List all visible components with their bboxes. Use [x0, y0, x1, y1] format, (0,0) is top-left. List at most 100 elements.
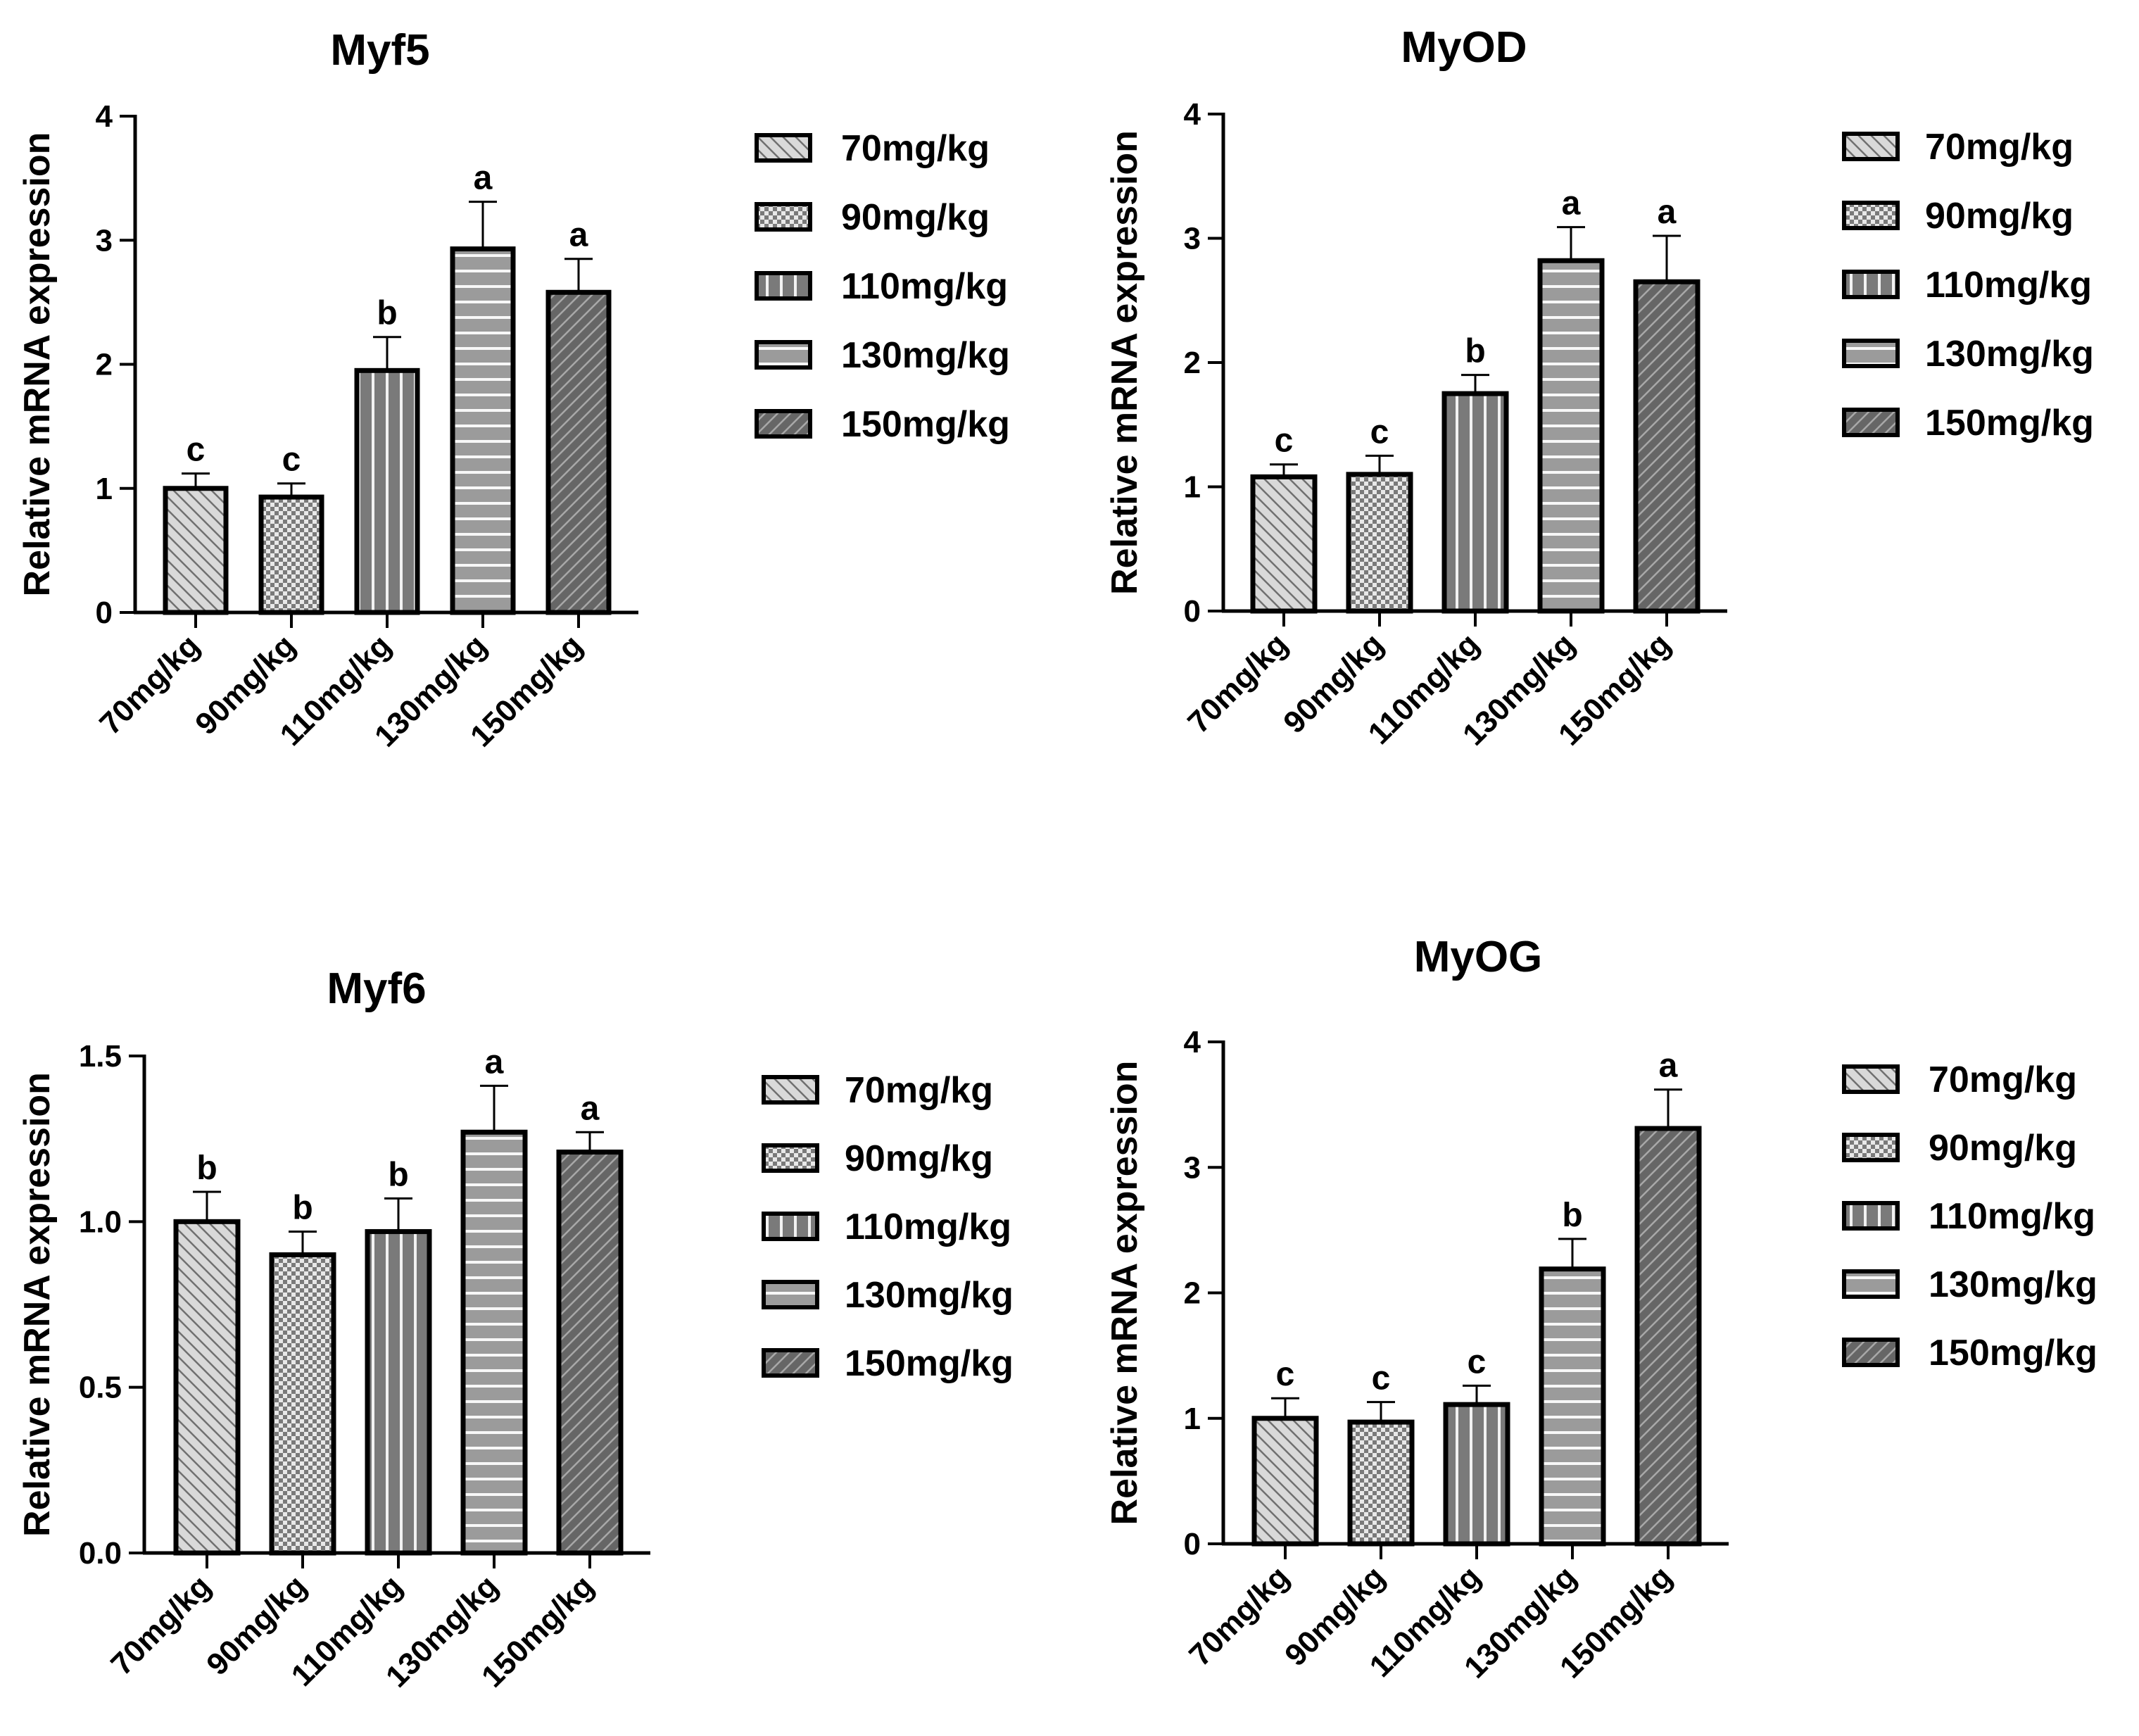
legend-label: 130mg/kg [841, 335, 1010, 376]
legend-label: 90mg/kg [841, 197, 990, 238]
bar-150mg/kg [545, 289, 612, 615]
legend-label: 130mg/kg [845, 1275, 1014, 1316]
chart-title: Myf5 [330, 26, 429, 75]
bar-90mg/kg [258, 494, 324, 615]
chart-title: MyOD [1401, 23, 1527, 72]
significance-label: b [1465, 333, 1485, 370]
x-tick-label: 70mg/kg [93, 628, 206, 741]
significance-label: a [569, 217, 588, 254]
y-tick-label: 0 [96, 596, 113, 630]
legend-label: 70mg/kg [845, 1070, 993, 1111]
significance-label: c [1276, 1356, 1295, 1393]
significance-label: a [581, 1090, 600, 1127]
y-tick-label: 4 [96, 99, 113, 134]
y-tick-label: 1 [1184, 1402, 1201, 1436]
legend-label: 150mg/kg [841, 404, 1010, 445]
legend-label: 70mg/kg [841, 128, 990, 169]
significance-label: a [485, 1043, 504, 1081]
significance-label: c [1468, 1343, 1487, 1380]
legend-swatch [1842, 1133, 1900, 1162]
legend-swatch [762, 1280, 819, 1309]
legend-label: 130mg/kg [1929, 1264, 2097, 1305]
y-tick-label: 1 [1184, 470, 1201, 505]
y-tick-label: 3 [96, 223, 113, 258]
legend-swatch [1842, 339, 1900, 368]
y-axis-label: Relative mRNA expression [1104, 130, 1145, 595]
legend-label: 150mg/kg [1925, 403, 2094, 444]
significance-label: c [187, 432, 206, 469]
legend-swatch [1842, 270, 1900, 299]
legend-label: 90mg/kg [845, 1138, 993, 1179]
significance-label: c [1372, 1360, 1391, 1397]
significance-label: b [388, 1156, 408, 1193]
significance-label: a [1659, 1048, 1678, 1085]
y-tick-label: 2 [1184, 1276, 1201, 1311]
y-tick-label: 1 [96, 472, 113, 506]
bar-130mg/kg [1537, 258, 1605, 614]
chart-title: Myf6 [327, 964, 426, 1013]
y-tick-label: 3 [1184, 1150, 1201, 1185]
y-tick-label: 0.5 [79, 1371, 122, 1405]
significance-label: b [292, 1189, 313, 1226]
legend-label: 70mg/kg [1925, 127, 2074, 168]
bar-150mg/kg [1634, 1126, 1702, 1547]
chart-title: MyOG [1414, 933, 1543, 981]
legend-label: 90mg/kg [1929, 1128, 2077, 1169]
bar-130mg/kg [1539, 1266, 1606, 1547]
significance-label: a [474, 160, 493, 197]
bar-70mg/kg [1250, 474, 1318, 614]
bar-110mg/kg [1441, 391, 1509, 614]
y-axis-label: Relative mRNA expression [1104, 1061, 1145, 1526]
legend-label: 110mg/kg [845, 1207, 1011, 1247]
significance-label: b [377, 295, 397, 332]
legend-swatch [1842, 201, 1900, 230]
significance-label: b [196, 1150, 217, 1187]
chart-panel-3: Myf6 Relative mRNA expression 0.0 0.5 1.0 1.5… [17, 964, 1014, 1694]
y-tick-label: 1.0 [79, 1204, 122, 1239]
y-tick-label: 4 [1184, 1025, 1201, 1059]
legend-swatch [755, 133, 812, 163]
legend-label: 150mg/kg [845, 1343, 1014, 1384]
legend-label: 110mg/kg [1929, 1196, 2095, 1237]
legend-swatch [762, 1143, 819, 1173]
legend-label: 110mg/kg [841, 266, 1008, 307]
legend-label: 130mg/kg [1925, 334, 2094, 375]
legend-swatch [1842, 1269, 1900, 1299]
legend-swatch [1842, 408, 1900, 437]
y-tick-label: 1.5 [79, 1039, 122, 1074]
x-tick-label: 70mg/kg [1182, 1559, 1296, 1673]
bar-90mg/kg [269, 1252, 336, 1556]
bar-110mg/kg [354, 367, 420, 615]
y-tick-label: 3 [1184, 222, 1201, 256]
significance-label: c [1275, 422, 1294, 460]
panels: Myf5 Relative mRNA expression 0 1 2 3 4 c 70mg/k… [17, 23, 2097, 1694]
bar-70mg/kg [1251, 1416, 1319, 1547]
legend-swatch [755, 340, 812, 370]
bar-130mg/kg [450, 246, 516, 615]
x-tick-label: 70mg/kg [104, 1568, 217, 1682]
y-tick-label: 0.0 [79, 1536, 122, 1571]
bar-150mg/kg [1633, 279, 1701, 614]
bar-70mg/kg [163, 486, 229, 615]
legend-label: 70mg/kg [1929, 1059, 2077, 1100]
legend-label: 150mg/kg [1929, 1333, 2097, 1373]
legend-swatch [1842, 1064, 1900, 1094]
bar-130mg/kg [460, 1129, 528, 1556]
bar-150mg/kg [556, 1149, 624, 1556]
x-tick-label: 70mg/kg [1181, 627, 1294, 740]
legend-swatch [755, 202, 812, 232]
legend-swatch [1842, 1338, 1900, 1367]
legend-swatch [1842, 1201, 1900, 1231]
legend-swatch [762, 1212, 819, 1241]
legend-swatch [1842, 132, 1900, 161]
legend-label: 110mg/kg [1925, 265, 2092, 306]
bar-110mg/kg [365, 1228, 432, 1556]
bar-110mg/kg [1443, 1402, 1510, 1547]
bar-90mg/kg [1347, 1419, 1415, 1547]
y-axis-label: Relative mRNA expression [17, 1072, 58, 1537]
legend-swatch [762, 1075, 819, 1105]
significance-label: b [1562, 1197, 1582, 1234]
significance-label: a [1562, 185, 1581, 222]
significance-label: c [282, 441, 301, 479]
